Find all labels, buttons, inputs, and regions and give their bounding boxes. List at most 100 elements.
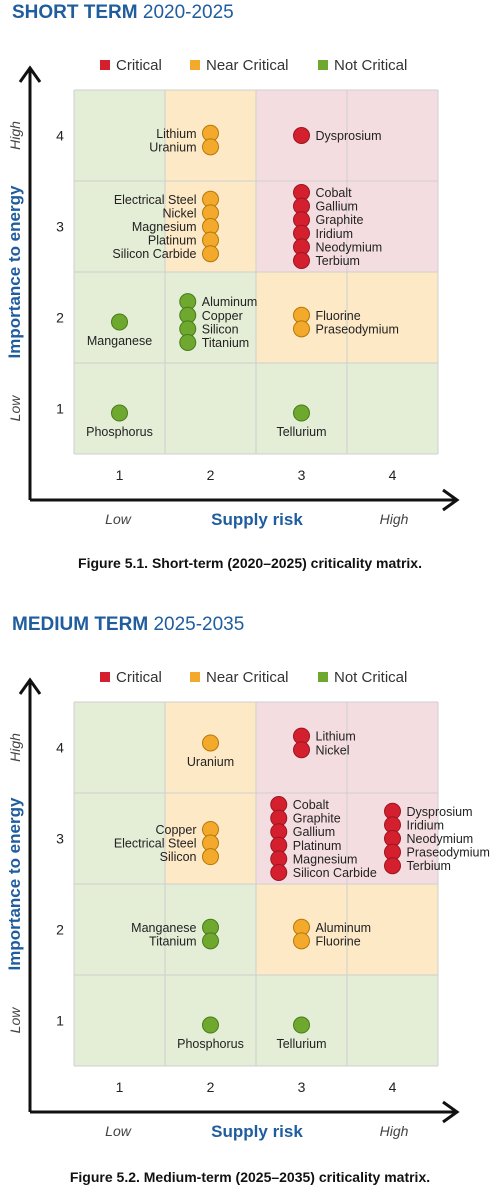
y-tick-label: 3 [56, 219, 64, 235]
data-label: Manganese [131, 921, 196, 935]
legend-label: Near Critical [206, 57, 289, 74]
data-point [384, 857, 401, 875]
data-label: Lithium [316, 730, 356, 744]
data-label: Tellurium [276, 425, 326, 439]
y-tick-label: 2 [56, 310, 64, 326]
data-point [293, 404, 310, 422]
x-tick-label: 2 [207, 1079, 215, 1095]
data-label: Nickel [162, 206, 196, 220]
data-label: Terbium [407, 859, 451, 873]
data-point [202, 1016, 219, 1034]
data-label: Electrical Steel [114, 837, 197, 851]
x-axis-low-label: Low [105, 1123, 132, 1139]
x-axis-title: Supply risk [211, 1122, 303, 1141]
x-tick-label: 3 [298, 467, 306, 483]
data-label: Aluminum [316, 921, 372, 935]
data-point [202, 932, 219, 950]
y-axis-title: Importance to energy [5, 797, 24, 970]
data-label: Titanium [202, 336, 249, 350]
data-label: Iridium [407, 818, 445, 832]
y-tick-label: 1 [56, 401, 64, 417]
legend-label: Near Critical [206, 669, 289, 686]
legend-swatch [100, 60, 110, 70]
y-axis-low-label: Low [7, 395, 23, 422]
data-point [179, 333, 197, 351]
data-label: Dysprosium [316, 129, 382, 143]
x-axis-high-label: High [380, 1123, 409, 1139]
x-tick-label: 1 [116, 1079, 124, 1095]
data-label: Magnesium [293, 852, 358, 866]
data-label: Gallium [316, 200, 358, 214]
matrix-cell [74, 90, 165, 181]
data-point [293, 252, 310, 269]
matrix-cell [347, 181, 438, 272]
y-axis-arrow [18, 677, 42, 695]
medium-term-section: MEDIUM TERM 2025-2035 Critical Near Criti… [0, 612, 500, 1187]
data-label: Uranium [149, 140, 196, 154]
data-label: Aluminum [202, 295, 258, 309]
figure-caption: Figure 5.1. Short-term (2020–2025) criti… [78, 555, 422, 571]
data-point [293, 127, 310, 144]
data-point [111, 313, 128, 331]
y-tick-label: 4 [56, 128, 64, 144]
data-label: Manganese [87, 334, 152, 348]
data-label: Silicon [160, 850, 197, 864]
data-label: Tellurium [276, 1037, 326, 1051]
data-label: Copper [156, 823, 197, 837]
data-point [111, 404, 128, 422]
section-title-strong: SHORT TERM [12, 2, 138, 23]
matrix-cell [74, 702, 165, 793]
y-tick-label: 1 [56, 1013, 64, 1029]
legend-swatch [318, 672, 328, 682]
data-point [293, 320, 310, 338]
short-term-section: SHORT TERM 2020-2025 Critical Near Critic… [5, 2, 460, 571]
x-tick-label: 1 [116, 467, 124, 483]
data-label: Gallium [293, 825, 335, 839]
matrix-cell [347, 90, 438, 181]
data-point [202, 245, 219, 263]
data-label: Graphite [316, 213, 364, 227]
data-label: Neodymium [316, 240, 383, 254]
data-label: Platinum [148, 234, 197, 248]
matrix-cell [74, 975, 165, 1066]
y-axis-low-label: Low [7, 1007, 23, 1034]
matrix-cell [347, 272, 438, 363]
data-label: Uranium [187, 755, 234, 769]
section-title-strong: MEDIUM TERM [12, 614, 149, 635]
data-label: Platinum [293, 839, 342, 853]
matrix-cell [74, 793, 165, 884]
data-point [293, 741, 310, 759]
data-label: Magnesium [132, 220, 197, 234]
data-label: Cobalt [293, 798, 330, 812]
legend-swatch [100, 672, 110, 682]
x-tick-label: 2 [207, 467, 215, 483]
data-label: Cobalt [316, 186, 353, 200]
section-title: MEDIUM TERM 2025-2035 [12, 614, 244, 636]
data-point [202, 848, 219, 866]
y-tick-label: 3 [56, 831, 64, 847]
legend-swatch [190, 672, 200, 682]
data-label: Praseodymium [316, 322, 399, 336]
x-tick-label: 4 [389, 1079, 397, 1095]
legend-swatch [190, 60, 200, 70]
data-label: Silicon Carbide [293, 866, 377, 880]
matrix-cell [347, 363, 438, 454]
legend-label: Not Critical [334, 57, 407, 74]
matrix-cell [347, 975, 438, 1066]
data-point [202, 734, 219, 752]
data-label: Praseodymium [407, 846, 490, 860]
data-label: Silicon Carbide [112, 247, 196, 261]
data-label: Titanium [149, 934, 196, 948]
matrix-cell [347, 884, 438, 975]
data-point [293, 932, 310, 950]
matrix-cell [74, 884, 165, 975]
x-axis-title: Supply risk [211, 510, 303, 529]
data-label: Fluorine [316, 934, 361, 948]
data-label: Silicon [202, 322, 239, 336]
data-label: Phosphorus [177, 1037, 244, 1051]
x-tick-label: 4 [389, 467, 397, 483]
data-label: Iridium [316, 227, 354, 241]
legend-label: Not Critical [334, 669, 407, 686]
data-label: Phosphorus [86, 425, 153, 439]
data-point [270, 864, 288, 881]
